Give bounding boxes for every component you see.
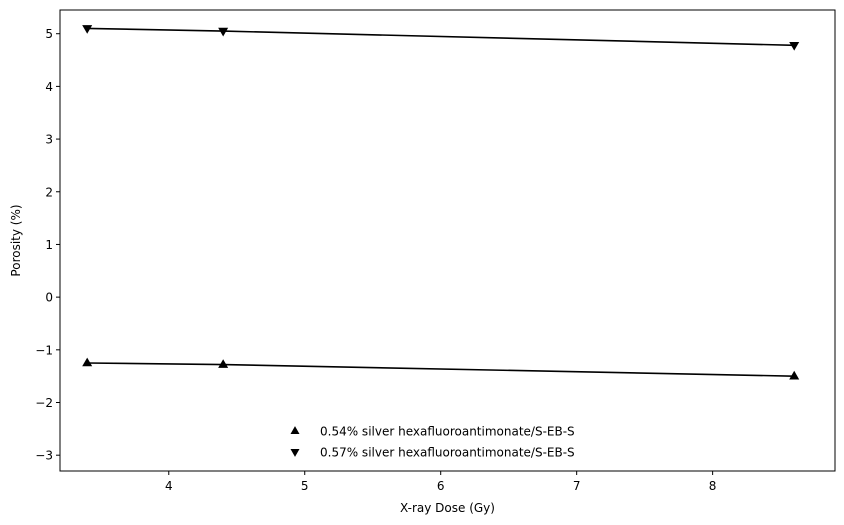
- legend: 0.54% silver hexafluoroantimonate/S-EB-S…: [290, 425, 575, 460]
- x-tick-label: 8: [709, 479, 717, 493]
- y-tick-label: 1: [45, 238, 53, 252]
- series-line: [87, 27, 795, 47]
- plot-area: [59, 9, 836, 472]
- legend-label: 0.57% silver hexafluoroantimonate/S-EB-S: [320, 446, 575, 460]
- legend-marker: [290, 426, 300, 434]
- y-tick-label: −3: [35, 449, 53, 463]
- y-tick-label: 2: [45, 185, 53, 199]
- data-point: [218, 27, 229, 37]
- data-point: [218, 359, 229, 368]
- data-point: [82, 357, 93, 367]
- x-axis: 4 5 6 7 8: [165, 471, 717, 493]
- series-layer: [82, 25, 800, 380]
- y-tick-label: −2: [35, 396, 53, 410]
- series-triangle-up: [82, 357, 800, 380]
- y-tick-label: −1: [35, 343, 53, 357]
- series-line: [87, 362, 795, 377]
- y-tick-label: 0: [45, 291, 53, 305]
- y-tick-label: 3: [45, 133, 53, 147]
- y-tick-label: 5: [45, 27, 53, 41]
- y-axis-title: Porosity (%): [9, 204, 23, 276]
- x-tick-label: 6: [437, 479, 445, 493]
- x-axis-title: X-ray Dose (Gy): [400, 501, 495, 515]
- x-tick-label: 7: [573, 479, 581, 493]
- data-point: [789, 42, 800, 51]
- data-point: [789, 370, 800, 380]
- legend-marker: [290, 449, 300, 457]
- y-axis: −3 −2 −1 0 1 2 3 4 5: [35, 27, 60, 463]
- x-tick-label: 5: [301, 479, 309, 493]
- x-tick-label: 4: [165, 479, 173, 493]
- legend-label: 0.54% silver hexafluoroantimonate/S-EB-S: [320, 425, 575, 439]
- series-triangle-down: [82, 25, 800, 51]
- y-tick-label: 4: [45, 80, 53, 94]
- plot-frame: [59, 9, 836, 472]
- data-point: [82, 25, 93, 34]
